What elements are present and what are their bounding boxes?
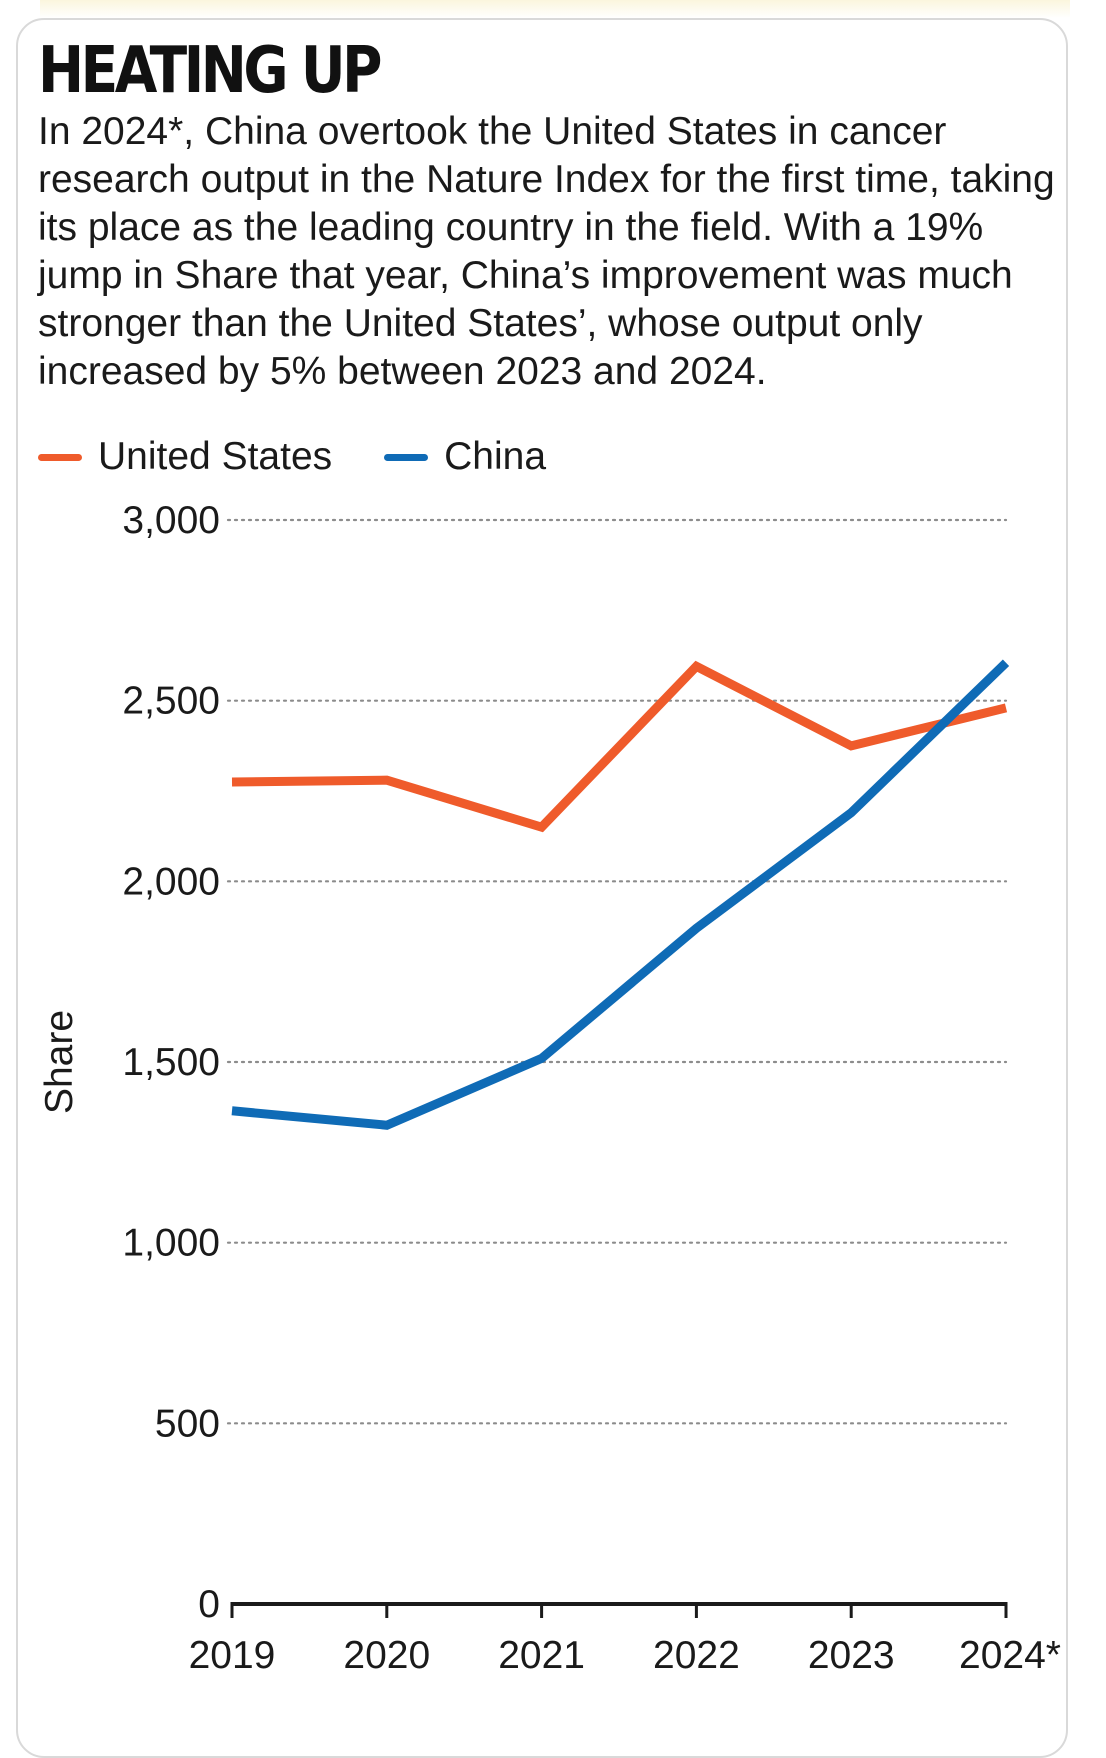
y-tick-label-1500: 1,500: [122, 1041, 220, 1084]
gridlines: [228, 520, 1006, 1423]
y-tick-label-2000: 2,000: [122, 860, 220, 903]
y-tick-label-1000: 1,000: [122, 1222, 220, 1265]
x-tick-label-2023: 2023: [808, 1634, 895, 1677]
y-axis-label: Share: [38, 1010, 81, 1114]
series-line-united-states: [232, 666, 1006, 827]
tick-labels: 0 500 1,000 1,500 2,000 2,500 3,000 2019 2020 202…: [122, 499, 1061, 1677]
y-tick-label-2500: 2,500: [122, 680, 220, 723]
series-lines: [232, 663, 1006, 1126]
x-tick-label-2019: 2019: [189, 1634, 276, 1677]
x-tick-label-2022: 2022: [653, 1634, 740, 1677]
y-tick-label-0: 0: [198, 1583, 220, 1626]
x-tick-label-2021: 2021: [498, 1634, 585, 1677]
axes: [232, 1602, 1006, 1618]
y-tick-label-3000: 3,000: [122, 499, 220, 542]
x-tick-label-2020: 2020: [343, 1634, 430, 1677]
y-tick-label-500: 500: [155, 1402, 220, 1445]
x-tick-label-2024: 2024*: [959, 1634, 1061, 1677]
